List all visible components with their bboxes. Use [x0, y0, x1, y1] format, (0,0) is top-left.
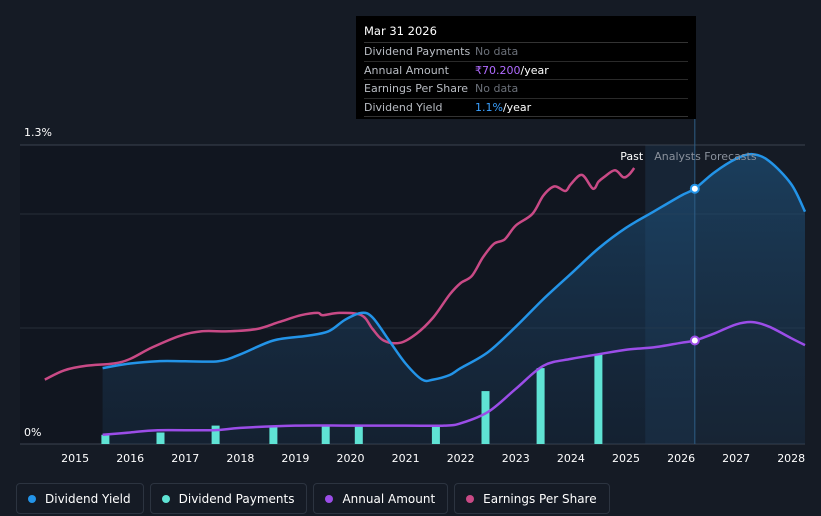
tooltip-label: Dividend Yield — [364, 100, 443, 114]
tooltip-row-annual-amount: Annual Amount ₹70.200/year — [364, 62, 688, 80]
x-tick-label: 2028 — [777, 452, 805, 465]
dividend-payment-bar — [269, 425, 278, 444]
x-tick-label: 2021 — [392, 452, 420, 465]
tooltip-label: Dividend Payments — [364, 45, 471, 58]
tooltip-value-unit: /year — [520, 63, 549, 77]
tooltip-row-earnings-per-share: Earnings Per Share No data — [364, 80, 688, 99]
dividend-yield-line — [102, 152, 807, 383]
annual-amount-marker[interactable] — [689, 335, 700, 346]
x-tick-label: 2025 — [612, 452, 640, 465]
legend-dividend-payments[interactable]: Dividend Payments — [149, 483, 308, 514]
dividend-payment-bar — [354, 425, 363, 444]
legend-label: Dividend Payments — [178, 491, 295, 506]
tooltip-value: ₹70.200/year — [475, 62, 549, 80]
tooltip-row-dividend-yield: Dividend Yield 1.1%/year — [364, 99, 688, 117]
legend-dot-icon — [466, 494, 475, 503]
tooltip-panel: Mar 31 2026 Dividend Payments No data An… — [356, 16, 696, 119]
x-tick-label: 2027 — [722, 452, 750, 465]
x-tick-label: 2015 — [61, 452, 89, 465]
tooltip-value: No data — [475, 45, 519, 58]
legend-dividend-yield[interactable]: Dividend Yield — [16, 483, 144, 514]
x-tick-label: 2020 — [337, 452, 365, 465]
legend-label: Annual Amount — [342, 491, 436, 506]
tooltip-date: Mar 31 2026 — [364, 23, 688, 43]
dividend-payment-bar — [431, 425, 440, 444]
tooltip-value: No data — [475, 82, 519, 95]
dividend-payment-bar — [211, 425, 220, 444]
forecast-label: Analysts Forecasts — [654, 150, 757, 163]
dividend-payment-bar — [536, 368, 545, 444]
tooltip-label: Annual Amount — [364, 63, 449, 77]
legend-dot-icon — [28, 494, 36, 503]
earnings-per-share-line — [44, 167, 636, 381]
x-tick-label: 2022 — [447, 452, 475, 465]
x-tick-label: 2018 — [226, 452, 254, 465]
tooltip-row-dividend-payments: Dividend Payments No data — [364, 43, 688, 62]
legend-earnings-per-share[interactable]: Earnings Per Share — [454, 483, 610, 514]
tooltip-value-unit: /year — [502, 100, 532, 114]
dividend-payment-bar — [594, 354, 603, 444]
dividend-payment-bar — [156, 432, 165, 444]
dividend-payment-bar — [321, 425, 330, 444]
x-tick-label: 2026 — [667, 452, 695, 465]
chart-legend: Dividend Yield Dividend Payments Annual … — [16, 483, 610, 515]
legend-dot-icon — [161, 494, 170, 503]
x-tick-label: 2024 — [557, 452, 585, 465]
x-tick-label: 2016 — [116, 452, 144, 465]
legend-annual-amount[interactable]: Annual Amount — [313, 483, 449, 514]
dividend-yield-marker[interactable] — [689, 183, 700, 194]
tooltip-value-highlight: ₹70.200 — [475, 63, 521, 77]
past-label: Past — [620, 150, 644, 163]
annual-amount-line — [102, 320, 806, 437]
legend-label: Earnings Per Share — [483, 491, 597, 506]
x-axis-ticks: 2015 2016 2017 2018 2019 2020 2021 2022 2023 2024… — [61, 452, 805, 465]
y-tick-label-top: 1.3% — [24, 126, 52, 139]
x-tick-label: 2023 — [502, 452, 530, 465]
tooltip-value: 1.1%/year — [475, 99, 531, 117]
x-tick-label: 2019 — [281, 452, 309, 465]
x-tick-label: 2017 — [171, 452, 199, 465]
y-tick-label-bottom: 0% — [24, 426, 41, 439]
tooltip-label: Earnings Per Share — [364, 82, 469, 95]
dividend-payment-bar — [101, 434, 110, 444]
tooltip-value-highlight: 1.1% — [475, 100, 503, 114]
dividend-payment-bar — [481, 391, 490, 444]
legend-dot-icon — [325, 494, 334, 503]
dividend-payments-bars — [101, 354, 603, 444]
legend-label: Dividend Yield — [45, 491, 131, 506]
